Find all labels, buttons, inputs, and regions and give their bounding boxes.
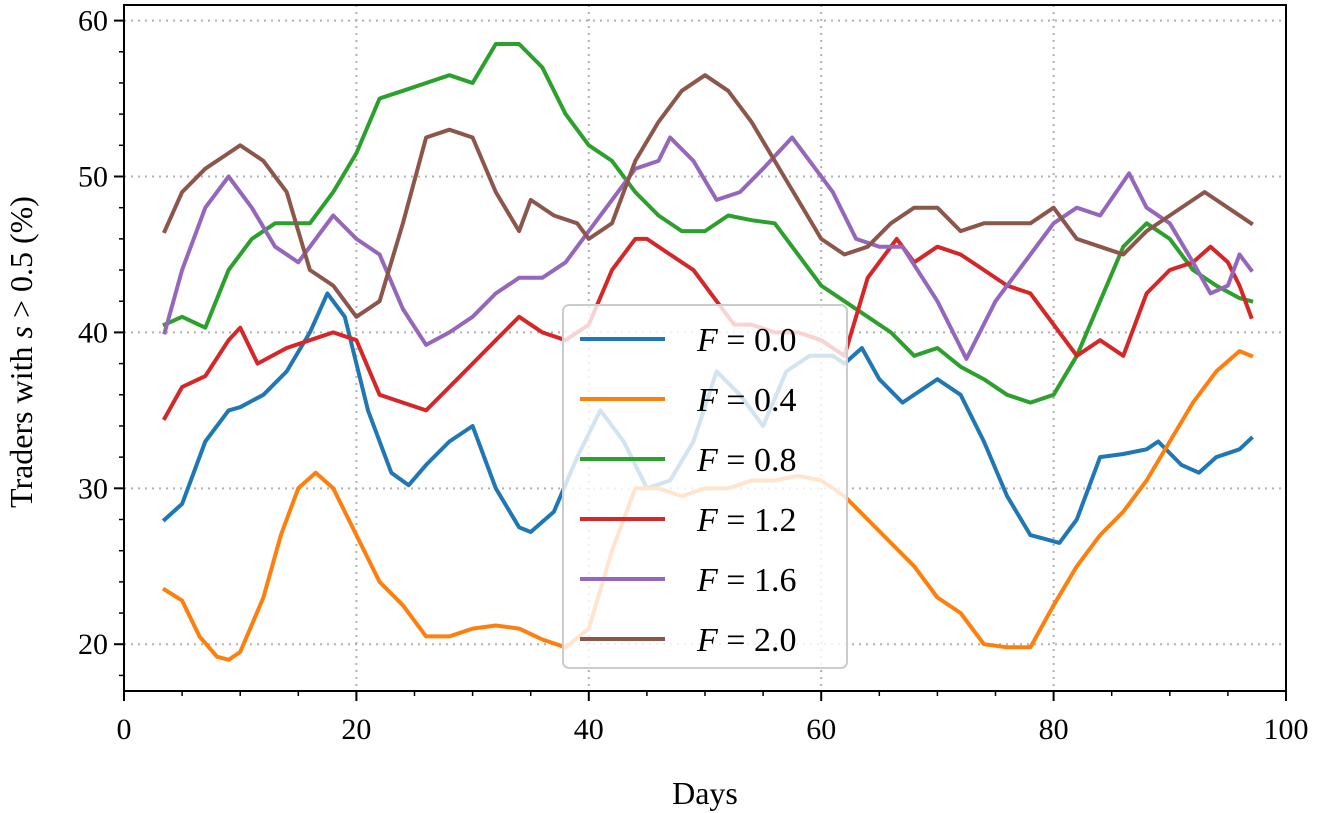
x-tick-label: 40 xyxy=(574,713,604,746)
axis-ticks xyxy=(114,19,1287,701)
legend-label-1: F = 0.4 xyxy=(696,382,796,419)
legend-label-2: F = 0.8 xyxy=(696,442,796,479)
legend: F = 0.0 F = 0.4 F = 0.8 F = 1.2 F = 1.6 F = 2… xyxy=(562,304,848,669)
y-tick-label: 50 xyxy=(78,161,108,194)
x-tick-label: 100 xyxy=(1264,713,1309,746)
y-tick-label: 30 xyxy=(78,472,108,505)
legend-label-5: F = 2.0 xyxy=(696,622,796,659)
x-axis-title: Days xyxy=(672,775,738,811)
x-tick-label: 60 xyxy=(806,713,836,746)
series-line-2 xyxy=(162,42,1254,405)
y-tick-label: 40 xyxy=(78,316,108,349)
y-tick-label: 60 xyxy=(78,5,108,38)
series-line-5 xyxy=(162,73,1254,319)
y-tick-label: 20 xyxy=(78,628,108,661)
legend-label-4: F = 1.6 xyxy=(696,562,796,599)
series-line-3 xyxy=(161,236,1254,421)
legend-box xyxy=(562,304,848,669)
y-axis-title: Traders with s > 0.5 (%) xyxy=(3,196,39,508)
legend-label-0: F = 0.0 xyxy=(696,322,796,359)
series-line-4 xyxy=(162,135,1254,361)
x-tick-label: 0 xyxy=(117,713,132,746)
tick-labels: 0 20 40 60 80 100 20 30 40 50 60 xyxy=(78,5,1309,746)
legend-label-3: F = 1.2 xyxy=(696,502,796,539)
x-tick-label: 20 xyxy=(341,713,371,746)
x-tick-label: 80 xyxy=(1039,713,1069,746)
